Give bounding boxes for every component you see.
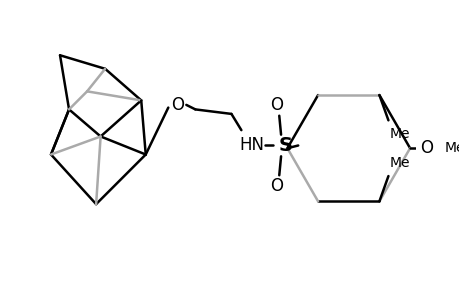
Text: O: O <box>269 96 282 114</box>
Text: Me: Me <box>389 127 409 141</box>
Text: Me: Me <box>444 141 459 155</box>
Text: S: S <box>278 136 292 155</box>
Text: O: O <box>170 96 184 114</box>
Text: HN: HN <box>239 136 264 154</box>
Text: Me: Me <box>389 155 409 170</box>
Text: O: O <box>419 139 432 157</box>
Text: O: O <box>269 177 282 195</box>
